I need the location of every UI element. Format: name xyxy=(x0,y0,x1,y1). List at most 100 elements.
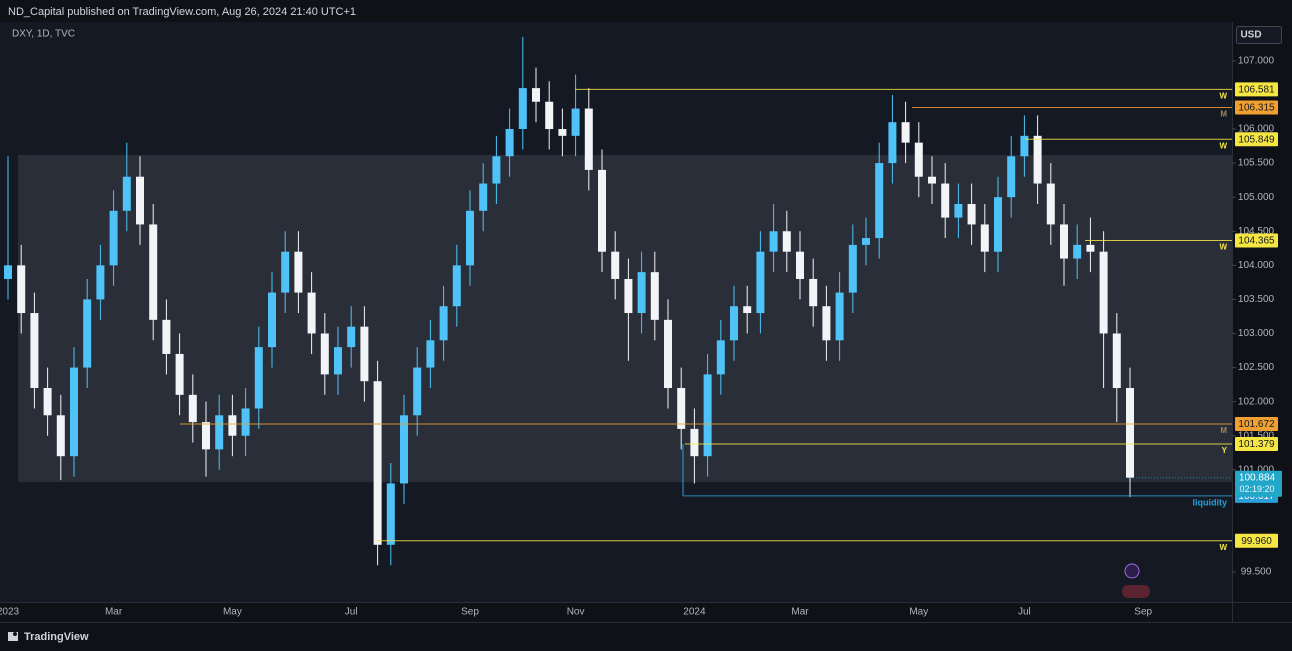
candle-body xyxy=(17,265,26,314)
candle-body xyxy=(241,408,250,436)
candle-body xyxy=(796,251,804,279)
x-tick-label: Sep xyxy=(461,607,479,618)
brand-logo xyxy=(8,632,18,641)
y-tick-label: 101.000 xyxy=(1238,464,1275,475)
layer: 99.500 101.000 101.500 102.000 102.500 103.00… xyxy=(0,36,1282,618)
logo-dot xyxy=(13,632,17,636)
candle-body xyxy=(809,278,818,307)
candle-body xyxy=(347,326,356,348)
events-icon[interactable] xyxy=(1122,585,1150,598)
currency: USD xyxy=(1240,30,1261,41)
candle-body xyxy=(611,251,620,279)
candle-body xyxy=(901,122,910,143)
plot-area xyxy=(0,22,1232,602)
level-tag: M xyxy=(1220,426,1227,435)
candle-body xyxy=(307,292,316,334)
candle-body xyxy=(637,272,646,314)
level-price-box xyxy=(1235,233,1278,248)
y-tick-label: 103.000 xyxy=(1238,328,1275,339)
candle-body xyxy=(70,367,78,457)
candle-body xyxy=(1112,333,1121,389)
y-tick-label: 104.000 xyxy=(1238,260,1275,271)
currency-box[interactable] xyxy=(1236,26,1282,44)
candle-body xyxy=(479,183,488,211)
y-tick-label: 106.000 xyxy=(1238,124,1275,135)
candle-body xyxy=(1073,244,1082,259)
candle-body xyxy=(624,278,633,314)
candle-body xyxy=(571,108,580,136)
candle-body xyxy=(83,299,92,368)
x-tick-label: 2023 xyxy=(0,607,20,618)
candle-body xyxy=(980,224,989,252)
countdown: 02:19:20 xyxy=(1239,484,1274,494)
y-tick-label: 104.500 xyxy=(1238,226,1275,237)
candle-body xyxy=(109,210,118,266)
level-price-box xyxy=(1235,132,1278,147)
candle-body xyxy=(518,88,527,130)
candle-body xyxy=(967,203,976,225)
candle-body xyxy=(677,388,686,429)
candle-body xyxy=(122,176,131,211)
candle-body xyxy=(294,251,303,293)
candle-body xyxy=(532,88,540,102)
x-tick-label: Jul xyxy=(1018,607,1031,618)
candle-body xyxy=(743,306,752,314)
candle-body xyxy=(43,388,52,416)
level-tag: M xyxy=(1220,110,1227,119)
candle-body xyxy=(162,319,171,354)
candle-body xyxy=(96,265,105,300)
candle-body xyxy=(426,340,435,368)
candle-body xyxy=(730,306,738,341)
level-price-label: 105.849 xyxy=(1238,134,1275,145)
level-tag: W xyxy=(1219,141,1227,150)
candle-body xyxy=(1126,388,1134,478)
x-tick-label: Jul xyxy=(345,607,358,618)
candle-body xyxy=(769,231,778,252)
level-price-box xyxy=(1235,533,1278,548)
candle-body xyxy=(188,394,197,423)
candle-body xyxy=(136,176,144,225)
candle-body xyxy=(360,326,369,382)
candle-body xyxy=(914,142,923,177)
candle-body xyxy=(690,428,699,457)
x-tick-label: Sep xyxy=(1134,607,1152,618)
candle-body xyxy=(848,244,857,293)
candle-body xyxy=(505,129,514,157)
candle-body xyxy=(228,415,237,436)
brand: TradingView xyxy=(24,631,89,643)
candle-body xyxy=(1020,135,1029,157)
flash-icon[interactable] xyxy=(1124,563,1140,579)
candle-body xyxy=(320,333,329,375)
candle-body xyxy=(439,306,448,341)
level-tag: W xyxy=(1219,92,1227,101)
y-tick-label: 105.000 xyxy=(1238,192,1275,203)
level-tag: W xyxy=(1219,243,1227,252)
candle-body xyxy=(1007,156,1016,198)
candle-body xyxy=(268,292,276,348)
y-tick-label: 107.000 xyxy=(1238,55,1275,66)
x-tick-label: Mar xyxy=(791,607,809,618)
level-price-box xyxy=(1235,436,1278,451)
candle-body xyxy=(584,108,593,170)
candle-body xyxy=(862,238,870,245)
candle-body xyxy=(56,415,65,457)
candle-body xyxy=(756,251,765,314)
y-tick-label: 101.500 xyxy=(1238,430,1275,441)
candle-body xyxy=(334,347,342,375)
candle-body xyxy=(888,122,897,164)
x-tick-label: May xyxy=(223,607,242,618)
candle-body xyxy=(1033,135,1042,184)
candle-body xyxy=(400,415,408,484)
candle-body xyxy=(466,210,474,266)
candle-body xyxy=(716,340,725,375)
candle-body xyxy=(664,319,672,389)
candle-body xyxy=(254,347,263,409)
level-price-label: 106.315 xyxy=(1238,103,1275,114)
level-price-label: 104.365 xyxy=(1238,236,1275,247)
y-tick-label: 103.500 xyxy=(1238,294,1275,305)
candle-body xyxy=(835,292,844,341)
level-tag: W xyxy=(1219,543,1227,552)
last-price-label: 100.884 xyxy=(1239,472,1276,483)
